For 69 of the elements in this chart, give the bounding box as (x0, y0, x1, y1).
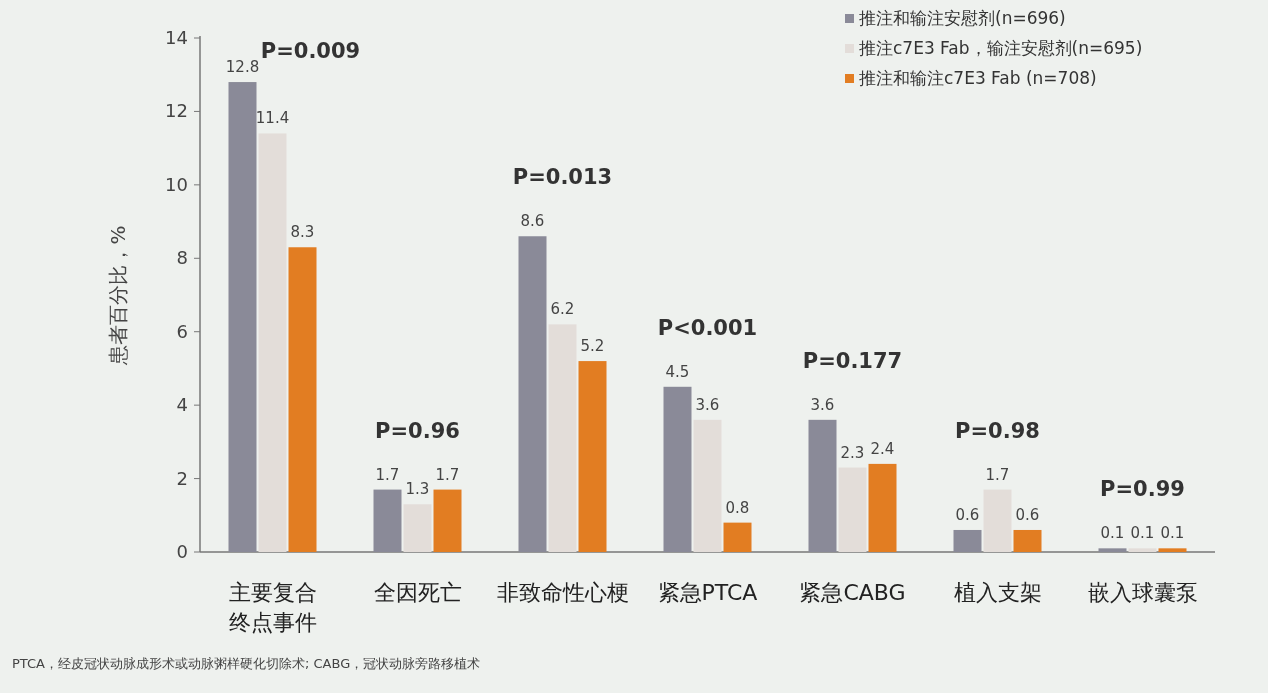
bar (808, 419, 837, 552)
annotation: P=0.98 (955, 418, 1040, 443)
y-tick-label: 14 (165, 27, 188, 48)
text: PTCA，经皮冠状动脉成形术或动脉粥样硬化切除术; CABG，冠状动脉旁路移植术 (12, 656, 481, 671)
data-label: 1.7 (435, 465, 460, 484)
data-label: 8.3 (290, 223, 315, 242)
legend-label: 推注和输注c7E3 Fab (n=708) (859, 68, 1097, 88)
bar (433, 489, 462, 552)
data-label: 11.4 (255, 109, 290, 128)
data-label: 3.6 (695, 395, 720, 414)
y-tick-label: 2 (176, 467, 188, 489)
x-tick-label: 主要复合终点事件 (228, 580, 317, 635)
bar (983, 489, 1012, 552)
data-label: 6.2 (550, 300, 575, 319)
bar (1128, 548, 1157, 552)
x-tick-label: 全因死亡 (373, 580, 462, 605)
y-tick-label: 4 (176, 394, 188, 416)
y-axis-title: 患者百分比，% (106, 225, 130, 366)
annotation: P=0.96 (375, 418, 460, 443)
bar (228, 82, 257, 552)
annotation: P=0.013 (512, 165, 613, 190)
bar (403, 504, 432, 552)
y-tick-label: 0 (176, 541, 188, 562)
data-label: 4.5 (665, 362, 690, 381)
data-label: 0.1 (1130, 524, 1155, 543)
annotation: P=0.99 (1100, 477, 1185, 502)
bar (518, 236, 547, 552)
data-label: 1.3 (405, 480, 430, 499)
legend-label: 推注和输注安慰剂(n=696) (859, 8, 1066, 28)
data-label: 0.6 (955, 505, 980, 524)
bar (1158, 548, 1187, 552)
annotation: P=0.177 (802, 348, 903, 373)
y-tick-label: 6 (176, 320, 188, 342)
data-label: 2.4 (870, 439, 895, 458)
x-tick-label: 非致命性心梗 (496, 580, 629, 605)
bar (578, 361, 607, 552)
data-label: 1.7 (375, 465, 400, 484)
bar (838, 467, 867, 552)
data-label: 2.3 (840, 443, 865, 462)
data-label: 8.6 (520, 212, 545, 231)
bar (1013, 529, 1042, 552)
x-tick-label: 嵌入球囊泵 (1087, 580, 1198, 605)
bar (258, 133, 287, 552)
bar (663, 386, 692, 552)
data-label: 0.6 (1015, 505, 1040, 524)
bar (868, 463, 897, 552)
data-label: 0.1 (1160, 524, 1185, 543)
data-label: 5.2 (580, 337, 605, 356)
data-label: 3.6 (810, 395, 835, 414)
bar (288, 247, 317, 552)
bar (723, 522, 752, 552)
data-label: 0.8 (725, 498, 750, 517)
data-label: 0.1 (1100, 524, 1125, 543)
y-tick-label: 12 (165, 100, 188, 122)
annotation: P<0.001 (657, 315, 758, 340)
y-tick-label: 10 (165, 173, 188, 195)
bar (548, 324, 577, 552)
bar (953, 529, 982, 552)
annotation: P=0.009 (260, 39, 361, 63)
x-tick-label: 紧急CABG (799, 580, 906, 605)
bar (693, 419, 722, 552)
bar (373, 489, 402, 552)
data-label: 1.7 (985, 465, 1010, 484)
data-label: 12.8 (225, 58, 260, 77)
bar (1098, 548, 1127, 552)
legend-label: 推注c7E3 Fab，输注安慰剂(n=695) (859, 38, 1143, 58)
x-tick-label: 植入支架 (953, 580, 1042, 605)
y-tick-label: 8 (176, 247, 188, 269)
x-tick-label: 紧急PTCA (657, 580, 758, 605)
